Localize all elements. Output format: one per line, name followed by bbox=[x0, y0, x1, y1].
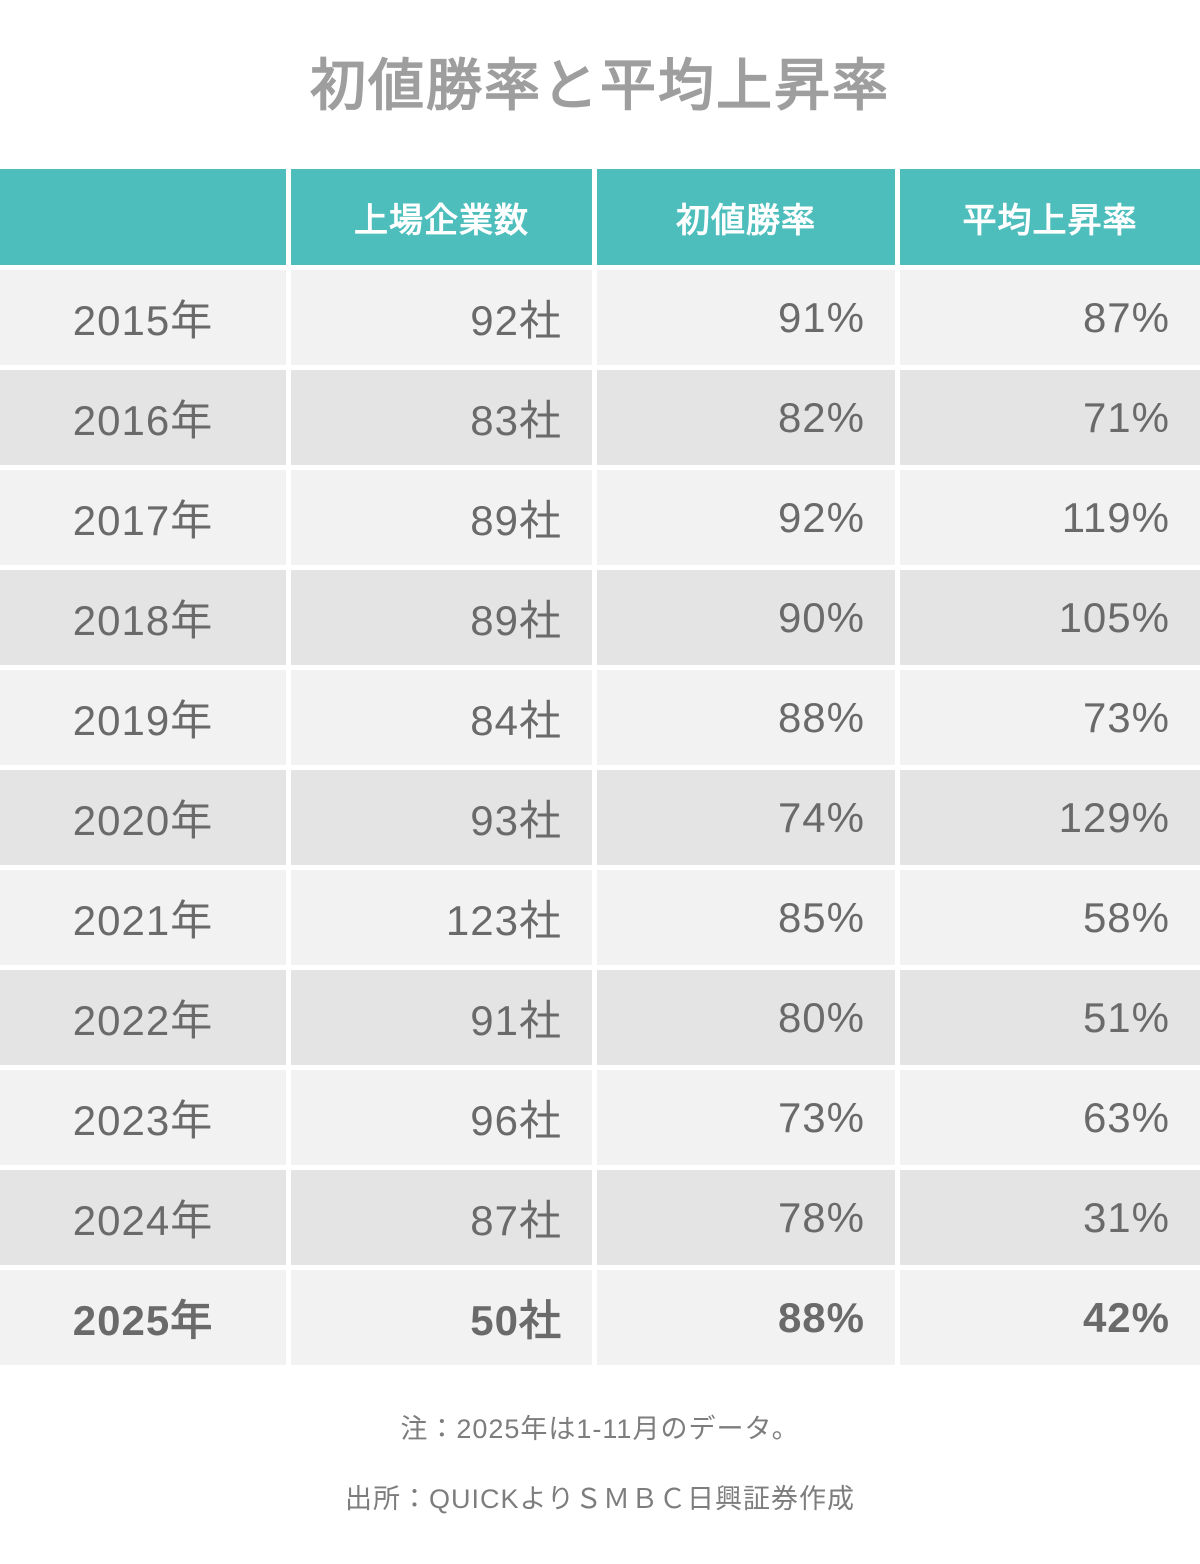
cell-year: 2018年 bbox=[0, 570, 286, 665]
cell-companies: 91社 bbox=[291, 970, 592, 1065]
cell-year: 2023年 bbox=[0, 1070, 286, 1165]
cell-year: 2017年 bbox=[0, 470, 286, 565]
header-row: 上場企業数 初値勝率 平均上昇率 bbox=[0, 169, 1200, 265]
cell-companies: 84社 bbox=[291, 670, 592, 765]
cell-avg-gain: 31% bbox=[900, 1170, 1200, 1265]
cell-avg-gain: 119% bbox=[900, 470, 1200, 565]
cell-win-rate: 82% bbox=[597, 370, 895, 465]
cell-year: 2019年 bbox=[0, 670, 286, 765]
cell-companies: 89社 bbox=[291, 570, 592, 665]
cell-avg-gain: 71% bbox=[900, 370, 1200, 465]
cell-avg-gain: 58% bbox=[900, 870, 1200, 965]
cell-year: 2022年 bbox=[0, 970, 286, 1065]
cell-year: 2016年 bbox=[0, 370, 286, 465]
table-row: 2023年 96社 73% 63% bbox=[0, 1070, 1200, 1165]
cell-win-rate: 78% bbox=[597, 1170, 895, 1265]
table-body: 2015年 92社 91% 87% 2016年 83社 82% 71% 2017年 89社 92% 1… bbox=[0, 270, 1200, 1365]
cell-companies: 96社 bbox=[291, 1070, 592, 1165]
cell-win-rate: 92% bbox=[597, 470, 895, 565]
cell-year: 2015年 bbox=[0, 270, 286, 365]
header-cell-year bbox=[0, 169, 286, 265]
table-row: 2025年 50社 88% 42% bbox=[0, 1270, 1200, 1365]
cell-win-rate: 74% bbox=[597, 770, 895, 865]
cell-companies: 89社 bbox=[291, 470, 592, 565]
cell-companies: 93社 bbox=[291, 770, 592, 865]
table-row: 2020年 93社 74% 129% bbox=[0, 770, 1200, 865]
data-table: 上場企業数 初値勝率 平均上昇率 2015年 92社 91% 87% 2016年 83社 8… bbox=[0, 164, 1200, 1370]
source-note: 出所：QUICKよりＳＭＢＣ日興証券作成 bbox=[345, 1484, 855, 1514]
table-row: 2017年 89社 92% 119% bbox=[0, 470, 1200, 565]
page-title: 初値勝率と平均上昇率 bbox=[310, 54, 890, 117]
cell-companies: 50社 bbox=[291, 1270, 592, 1365]
footnote: 注：2025年は1-11月のデータ。 bbox=[400, 1414, 800, 1444]
table-row: 2015年 92社 91% 87% bbox=[0, 270, 1200, 365]
cell-companies: 83社 bbox=[291, 370, 592, 465]
cell-companies: 87社 bbox=[291, 1170, 592, 1265]
cell-companies: 92社 bbox=[291, 270, 592, 365]
table-row: 2016年 83社 82% 71% bbox=[0, 370, 1200, 465]
cell-win-rate: 80% bbox=[597, 970, 895, 1065]
cell-year: 2025年 bbox=[0, 1270, 286, 1365]
table-row: 2022年 91社 80% 51% bbox=[0, 970, 1200, 1065]
cell-win-rate: 90% bbox=[597, 570, 895, 665]
header-cell-avg-gain: 平均上昇率 bbox=[900, 169, 1200, 265]
table-row: 2021年 123社 85% 58% bbox=[0, 870, 1200, 965]
header-cell-companies: 上場企業数 bbox=[291, 169, 592, 265]
cell-companies: 123社 bbox=[291, 870, 592, 965]
cell-avg-gain: 87% bbox=[900, 270, 1200, 365]
cell-avg-gain: 129% bbox=[900, 770, 1200, 865]
cell-avg-gain: 42% bbox=[900, 1270, 1200, 1365]
cell-year: 2021年 bbox=[0, 870, 286, 965]
cell-win-rate: 73% bbox=[597, 1070, 895, 1165]
cell-win-rate: 91% bbox=[597, 270, 895, 365]
header-cell-win-rate: 初値勝率 bbox=[597, 169, 895, 265]
table-row: 2019年 84社 88% 73% bbox=[0, 670, 1200, 765]
cell-avg-gain: 51% bbox=[900, 970, 1200, 1065]
cell-year: 2020年 bbox=[0, 770, 286, 865]
cell-win-rate: 88% bbox=[597, 1270, 895, 1365]
cell-avg-gain: 73% bbox=[900, 670, 1200, 765]
cell-win-rate: 88% bbox=[597, 670, 895, 765]
cell-avg-gain: 105% bbox=[900, 570, 1200, 665]
table-row: 2024年 87社 78% 31% bbox=[0, 1170, 1200, 1265]
cell-year: 2024年 bbox=[0, 1170, 286, 1265]
table-row: 2018年 89社 90% 105% bbox=[0, 570, 1200, 665]
cell-avg-gain: 63% bbox=[900, 1070, 1200, 1165]
cell-win-rate: 85% bbox=[597, 870, 895, 965]
